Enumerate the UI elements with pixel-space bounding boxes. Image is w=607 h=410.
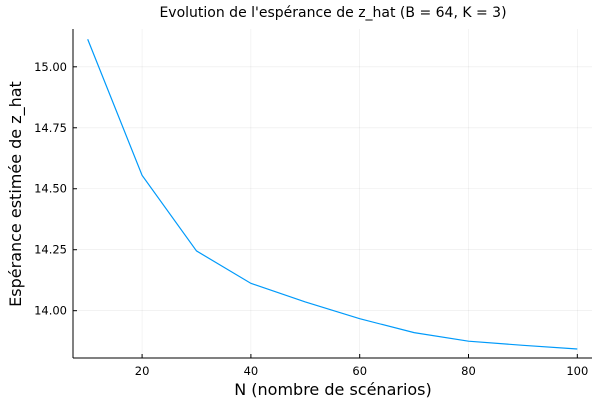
x-tick-label: 60: [352, 364, 367, 378]
y-axis-label: Espérance estimée de z_hat: [6, 81, 26, 307]
x-ticks: 20 40 60 80 100: [135, 354, 588, 378]
y-tick-label: 14.00: [34, 304, 67, 318]
y-tick-label: 14.50: [34, 182, 67, 196]
x-tick-label: 80: [461, 364, 476, 378]
y-tick-label: 14.25: [34, 243, 67, 257]
y-tick-label: 14.75: [34, 121, 67, 135]
chart-title: Evolution de l'espérance de z_hat (B = 6…: [159, 5, 506, 21]
series-line: [87, 39, 578, 350]
x-axis-label: N (nombre de scénarios): [234, 380, 432, 399]
x-tick-label: 100: [566, 364, 588, 378]
y-ticks: 14.00 14.25 14.50 14.75 15.00: [34, 60, 77, 318]
y-tick-label: 15.00: [34, 60, 67, 74]
grid: [73, 29, 592, 358]
x-tick-label: 20: [135, 364, 150, 378]
x-tick-label: 40: [244, 364, 259, 378]
series-group: [87, 39, 578, 350]
